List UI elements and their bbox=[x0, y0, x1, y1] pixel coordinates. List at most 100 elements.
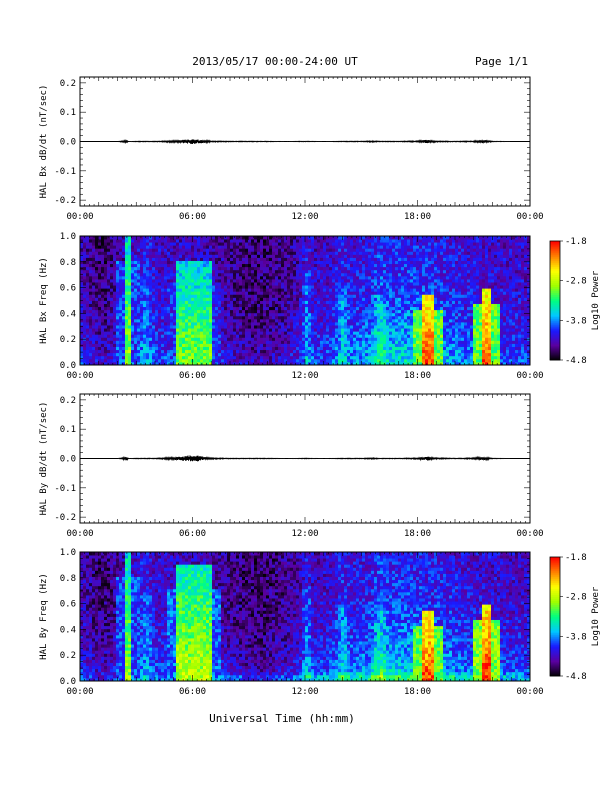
spectrogram-cell bbox=[191, 279, 195, 283]
spectrogram-cell bbox=[212, 318, 216, 323]
spectrogram-cell bbox=[200, 325, 204, 329]
spectrogram-cell bbox=[155, 322, 159, 326]
spectrogram-cell bbox=[164, 251, 168, 255]
spectrogram-cell bbox=[329, 288, 333, 292]
spectrogram-cell bbox=[371, 349, 375, 354]
spectrogram-cell bbox=[107, 288, 111, 292]
spectrogram-cell bbox=[377, 346, 381, 351]
spectrogram-cell bbox=[305, 349, 309, 354]
spectrogram-cell bbox=[386, 346, 390, 351]
spectrogram-cell bbox=[80, 251, 84, 255]
spectrogram-cell bbox=[146, 272, 150, 277]
spectrogram-cell bbox=[254, 306, 258, 311]
spectrogram-cell bbox=[359, 358, 363, 363]
spectrogram-cell bbox=[386, 282, 390, 286]
spectrogram-cell bbox=[89, 236, 93, 240]
spectrogram-cell bbox=[206, 349, 210, 354]
spectrogram-cell bbox=[116, 282, 120, 286]
spectrogram-cell bbox=[317, 248, 321, 252]
spectrogram-cell bbox=[263, 272, 267, 277]
spectrogram-cell bbox=[293, 236, 297, 240]
y-tick-label: 0.0 bbox=[60, 138, 76, 148]
spectrogram-cell bbox=[329, 257, 333, 261]
spectrogram-cell bbox=[236, 269, 240, 274]
spectrogram-cell bbox=[206, 331, 210, 335]
spectrogram-cell bbox=[125, 355, 129, 360]
spectrogram-cell bbox=[131, 236, 135, 240]
spectrogram-cell bbox=[374, 282, 378, 286]
spectrogram-cell bbox=[302, 266, 306, 271]
spectrogram-cell bbox=[353, 291, 357, 295]
spectrogram-cell bbox=[347, 328, 351, 332]
spectrogram-cell bbox=[137, 315, 141, 320]
spectrogram-cell bbox=[254, 303, 258, 308]
spectrogram-cell bbox=[272, 279, 276, 283]
spectrogram-cell bbox=[200, 275, 204, 280]
spectrogram-cell bbox=[287, 318, 291, 323]
spectrogram-cell bbox=[152, 254, 156, 258]
spectrogram-cell bbox=[368, 236, 372, 240]
spectrogram-cell bbox=[233, 245, 237, 249]
spectrogram-cell bbox=[83, 257, 87, 261]
spectrogram-cell bbox=[152, 303, 156, 308]
spectrogram-cell bbox=[410, 322, 414, 326]
spectrogram-cell bbox=[227, 297, 231, 301]
spectrogram-cell bbox=[299, 254, 303, 258]
spectrogram-cell bbox=[239, 248, 243, 252]
spectrogram-cell bbox=[155, 349, 159, 354]
spectrogram-cell bbox=[98, 254, 102, 258]
spectrogram-cell bbox=[254, 263, 258, 268]
spectrogram-cell bbox=[266, 254, 270, 258]
spectrogram-cell bbox=[335, 282, 339, 286]
spectrogram-cell bbox=[410, 331, 414, 335]
spectrogram-cell bbox=[269, 254, 273, 258]
spectrogram-cell bbox=[356, 242, 360, 246]
spectrogram-cell bbox=[95, 239, 99, 243]
spectrogram-cell bbox=[284, 260, 288, 265]
spectrogram-cell bbox=[230, 312, 234, 317]
spectrogram-cell bbox=[398, 349, 402, 354]
spectrogram-cell bbox=[335, 266, 339, 271]
spectrogram-cell bbox=[308, 263, 312, 268]
spectrogram-cell bbox=[83, 269, 87, 274]
spectrogram-cell bbox=[89, 297, 93, 301]
spectrogram-cell bbox=[275, 297, 279, 301]
spectrogram-cell bbox=[326, 275, 330, 280]
spectrogram-cell bbox=[110, 340, 114, 344]
spectrogram-cell bbox=[299, 318, 303, 323]
spectrogram-cell bbox=[365, 306, 369, 311]
spectrogram-cell bbox=[176, 346, 180, 351]
spectrogram-cell bbox=[95, 355, 99, 360]
spectrogram-cell bbox=[269, 279, 273, 283]
spectrogram-cell bbox=[401, 272, 405, 277]
spectrogram-cell bbox=[101, 315, 105, 320]
spectrogram-cell bbox=[200, 343, 204, 347]
spectrogram-cell bbox=[308, 300, 312, 304]
spectrogram-cell bbox=[347, 306, 351, 311]
spectrogram-cell bbox=[155, 325, 159, 329]
spectrogram-cell bbox=[203, 266, 207, 271]
spectrogram-cell bbox=[338, 325, 342, 329]
spectrogram-cell bbox=[191, 282, 195, 286]
spectrogram-cell bbox=[293, 279, 297, 283]
spectrogram-cell bbox=[284, 312, 288, 317]
spectrogram-cell bbox=[380, 358, 384, 363]
spectrogram-cell bbox=[140, 242, 144, 246]
spectrogram-cell bbox=[200, 254, 204, 258]
spectrogram-cell bbox=[98, 361, 102, 366]
spectrogram-cell bbox=[371, 309, 375, 314]
spectrogram-cell bbox=[377, 306, 381, 311]
spectrogram-cell bbox=[203, 306, 207, 311]
spectrogram-cell bbox=[266, 282, 270, 286]
spectrogram-cell bbox=[341, 279, 345, 283]
spectrogram-cell bbox=[119, 251, 123, 255]
spectrogram-cell bbox=[227, 251, 231, 255]
spectrogram-cell bbox=[143, 315, 147, 320]
spectrogram-cell bbox=[314, 297, 318, 301]
spectrogram-cell bbox=[164, 306, 168, 311]
spectrogram-cell bbox=[383, 239, 387, 243]
spectrogram-cell bbox=[386, 260, 390, 265]
spectrogram-cell bbox=[377, 245, 381, 249]
spectrogram-cell bbox=[359, 325, 363, 329]
spectrogram-cell bbox=[311, 334, 315, 338]
